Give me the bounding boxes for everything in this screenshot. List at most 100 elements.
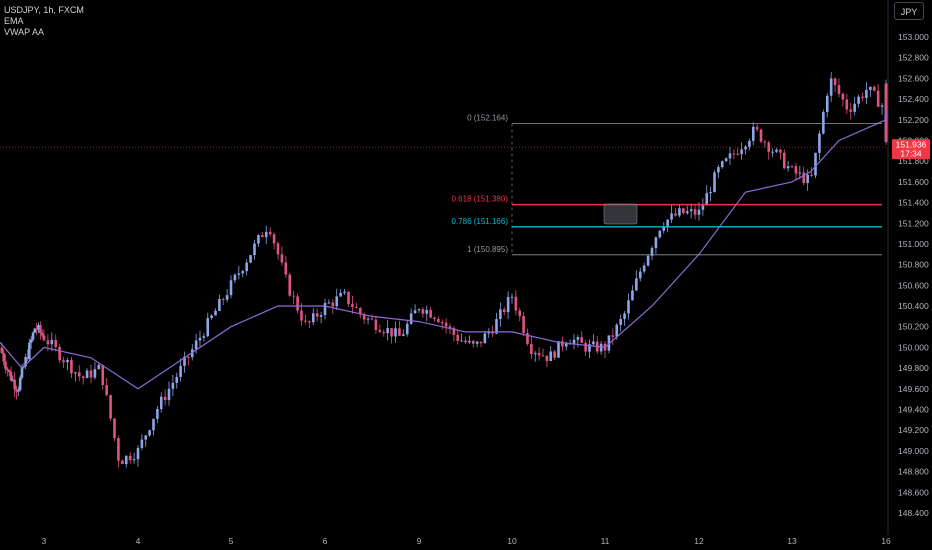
candle-body: [557, 341, 560, 358]
candle-body: [315, 313, 319, 317]
candle-body: [627, 300, 630, 314]
indicator-ema[interactable]: EMA: [4, 16, 24, 26]
price-tick-label: 152.800: [898, 53, 929, 63]
candle-body: [592, 341, 595, 345]
candle-body: [429, 309, 432, 318]
time-tick-label: 3: [42, 536, 47, 546]
candle-body: [884, 115, 888, 129]
candle-body: [440, 322, 444, 324]
candle-body: [54, 339, 58, 347]
candle-body: [42, 335, 46, 341]
candle-body: [865, 89, 868, 98]
candle-body: [46, 340, 50, 345]
candle-body: [502, 309, 506, 312]
price-tick-label: 152.600: [898, 73, 929, 83]
candle-body: [662, 226, 666, 231]
candle-body: [117, 438, 120, 461]
candle-body: [113, 418, 116, 439]
candle-body: [495, 319, 498, 334]
price-tick-label: 150.400: [898, 301, 929, 311]
candle-body: [13, 379, 16, 390]
candle-body: [33, 328, 37, 333]
price-tick-label: 150.800: [898, 260, 929, 270]
candle-body: [311, 313, 315, 323]
candle-body: [522, 316, 525, 334]
candle-body: [717, 167, 720, 173]
candle-body: [0, 347, 4, 353]
candle-body: [861, 96, 864, 98]
candle-body: [464, 340, 467, 343]
candle-body: [724, 158, 728, 162]
candle-body: [2, 352, 5, 362]
candle-body: [822, 112, 825, 134]
price-tick-label: 151.400: [898, 198, 929, 208]
candle-body: [214, 310, 217, 316]
candle-body: [370, 318, 374, 320]
candle-body: [642, 265, 646, 272]
ema-line: [0, 109, 887, 390]
candle-body: [89, 370, 93, 378]
candle-body: [802, 172, 806, 183]
candle-body: [50, 339, 54, 345]
candle-body: [572, 339, 576, 344]
price-tick-label: 151.600: [898, 177, 929, 187]
candle-body: [782, 152, 786, 169]
candle-body: [128, 455, 132, 461]
candle-body: [810, 174, 813, 176]
candle-body: [763, 141, 767, 143]
candle-body: [499, 309, 502, 320]
candle-body: [437, 319, 440, 323]
candle-body: [533, 353, 537, 355]
candle-body: [837, 85, 841, 94]
candle-body: [308, 321, 311, 323]
candle-body: [720, 161, 724, 168]
candle-body: [744, 146, 747, 150]
candle-body: [218, 299, 221, 311]
time-tick-label: 12: [694, 536, 704, 546]
candle-body: [841, 93, 845, 100]
symbol-title[interactable]: USDJPY, 1h, FXCM: [4, 5, 84, 15]
candle-body: [7, 370, 11, 372]
candle-body: [786, 166, 790, 169]
time-tick-label: 16: [881, 536, 891, 546]
candle-body: [732, 153, 736, 155]
candle-body: [28, 342, 31, 360]
candle-body: [358, 308, 362, 315]
candle-body: [202, 336, 206, 338]
candle-body: [829, 78, 833, 96]
candle-body: [654, 237, 658, 249]
indicator-vwap[interactable]: VWAP AA: [4, 27, 45, 37]
currency-button[interactable]: JPY: [894, 2, 924, 20]
candle-body: [152, 418, 155, 431]
candle-body: [40, 332, 44, 336]
candle-body: [398, 328, 401, 336]
candle-body: [545, 355, 549, 362]
candle-body: [405, 323, 409, 335]
candle-body: [487, 331, 491, 334]
candle-body: [323, 303, 327, 316]
candle-body: [884, 133, 888, 141]
time-tick-label: 10: [507, 536, 517, 546]
candle-body: [382, 332, 386, 334]
candle-body: [386, 328, 389, 334]
candle-body: [658, 230, 662, 238]
candle-body: [576, 337, 580, 340]
price-tick-label: 153.000: [898, 32, 929, 42]
price-tick-label: 149.400: [898, 405, 929, 415]
candle-body: [790, 166, 794, 168]
candle-body: [187, 356, 190, 358]
candle-body: [175, 376, 179, 383]
candle-body: [20, 367, 24, 378]
candle-body: [479, 341, 483, 344]
candle-body: [806, 174, 809, 183]
candle-body: [101, 364, 105, 385]
candle-body: [682, 208, 685, 214]
candle-body: [814, 152, 817, 176]
legend: USDJPY, 1h, FXCM EMA VWAP AA: [4, 5, 84, 38]
candle-body: [331, 302, 335, 307]
candle-body: [272, 234, 276, 244]
candle-body: [599, 343, 603, 352]
candle-body: [514, 296, 518, 311]
ema-layer: [0, 109, 887, 390]
